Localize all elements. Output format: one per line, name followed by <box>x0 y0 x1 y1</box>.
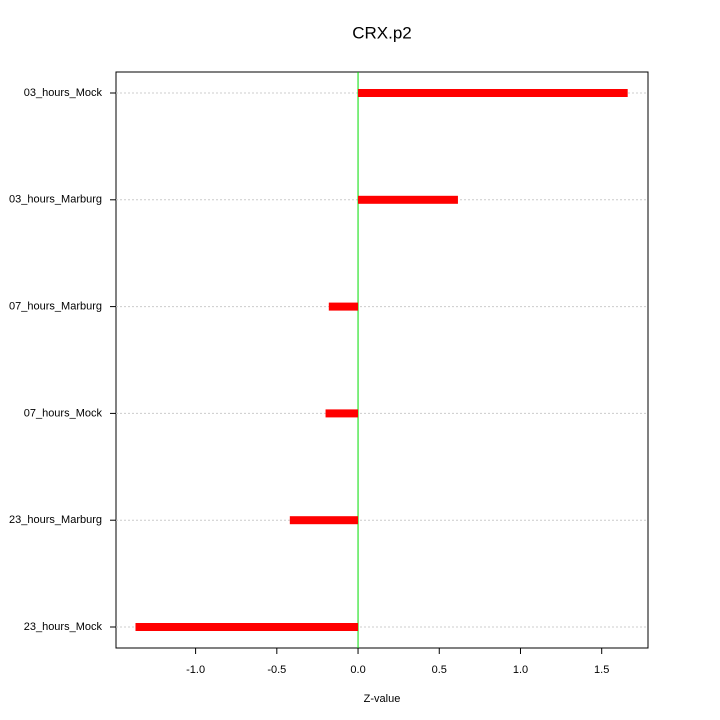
x-tick-label: -1.0 <box>186 664 205 676</box>
chart-title: CRX.p2 <box>352 23 412 42</box>
x-tick-label: 0.5 <box>432 664 447 676</box>
y-tick-label: 07_hours_Marburg <box>9 301 102 313</box>
x-tick-label: 1.0 <box>513 664 528 676</box>
bar <box>289 516 359 525</box>
bar <box>328 302 359 311</box>
x-tick-label: -0.5 <box>267 664 286 676</box>
x-tick-label: 1.5 <box>594 664 609 676</box>
bar <box>358 89 628 97</box>
x-axis-label: Z-value <box>364 693 401 705</box>
bar <box>135 623 359 631</box>
y-tick-label: 07_hours_Mock <box>24 407 103 419</box>
plot-frame <box>115 71 649 649</box>
y-tick-label: 03_hours_Mock <box>24 87 103 99</box>
bar <box>325 409 359 418</box>
x-tick-label: 0.0 <box>350 664 365 676</box>
bar <box>358 195 458 204</box>
y-tick-label: 23_hours_Mock <box>24 621 103 633</box>
y-tick-label: 23_hours_Marburg <box>9 514 102 526</box>
y-tick-label: 03_hours_Marburg <box>9 194 102 206</box>
